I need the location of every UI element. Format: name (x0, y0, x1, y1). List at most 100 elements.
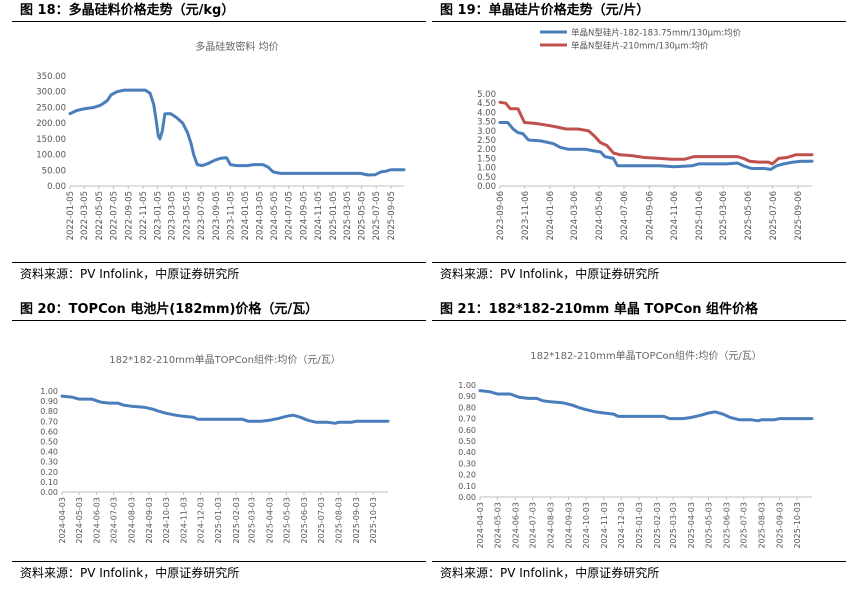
y-tick-label: 300.00 (36, 88, 66, 98)
legend-label: 单晶N型硅片-182-183.75mm/130μm:均价 (571, 28, 742, 39)
x-tick-label: 2025-01-06 (695, 191, 705, 240)
x-tick-label: 2022-07-05 (109, 191, 119, 240)
chart-title: 多晶硅致密料 均价 (195, 40, 278, 53)
x-tick-label: 2024-05-06 (595, 191, 605, 240)
y-tick-label: 0.90 (40, 397, 58, 406)
title-rule (432, 21, 846, 22)
x-tick-label: 2025-02-03 (232, 497, 241, 544)
x-tick-label: 2023-11-06 (521, 191, 531, 240)
x-tick-label: 2024-07-06 (620, 191, 630, 240)
series-line-0 (478, 389, 814, 423)
source-note: 资料来源：PV Infolink，中原证券研究所 (440, 566, 660, 580)
title-rule (432, 320, 846, 321)
y-tick-label: 0.60 (40, 427, 58, 436)
x-tick-label: 2022-09-05 (124, 191, 134, 240)
figure-title: 图 18：多晶硅料价格走势（元/kg） (20, 3, 235, 18)
x-tick-label: 2022-05-05 (95, 191, 105, 240)
series-line-1 (498, 100, 814, 166)
x-tick-label: 2024-07-03 (529, 502, 538, 549)
x-tick-label: 2024-01-06 (546, 191, 556, 240)
y-tick-label: 0.50 (40, 438, 58, 447)
topcon-cell-price-chart: 182*182-210mm单晶TOPCon组件:均价（元/瓦）1.000.900… (40, 353, 390, 544)
x-tick-label: 2024-03-05 (255, 191, 265, 240)
chart-title: 182*182-210mm单晶TOPCon组件:均价（元/瓦） (109, 353, 341, 366)
y-tick-label: 0.50 (458, 437, 476, 446)
x-tick-label: 2025-10-03 (369, 497, 378, 544)
x-tick-label: 2025-07-05 (372, 191, 382, 240)
y-tick-label: 0.40 (40, 448, 58, 457)
y-tick-label: 0.00 (47, 182, 66, 192)
y-tick-label: 0.80 (40, 407, 58, 416)
y-tick-label: 0.00 (458, 493, 476, 502)
y-tick-label: 4.00 (477, 108, 496, 118)
x-tick-label: 2025-06-03 (300, 497, 309, 544)
x-tick-label: 2025-03-03 (669, 502, 678, 549)
x-tick-label: 2025-05-03 (704, 502, 713, 549)
y-tick-label: 0.10 (458, 482, 476, 491)
y-tick-label: 1.00 (458, 381, 476, 390)
y-tick-label: 0.20 (458, 471, 476, 480)
y-tick-label: 2.50 (477, 136, 496, 146)
source-rule (432, 561, 846, 562)
topcon-module-price-chart: 182*182-210mm单晶TOPCon组件:均价（元/瓦） 1.00 0.90 0… (458, 349, 814, 549)
x-tick-label: 2025-01-03 (214, 497, 223, 544)
figure-panel-21: 图 21：182*182-210mm 单晶 TOPCon 组件价格 182*18… (432, 299, 846, 598)
x-tick-label: 2023-09-05 (212, 191, 222, 240)
title-rule (12, 21, 426, 22)
y-tick-label: 0.50 (477, 173, 496, 183)
y-tick-label: 1.00 (477, 164, 496, 174)
x-tick-label: 2024-12-03 (197, 497, 206, 544)
y-tick-label: 100.00 (36, 151, 66, 161)
x-tick-label: 2025-01-05 (329, 191, 339, 240)
x-tick-label: 2024-12-03 (617, 502, 626, 549)
x-tick-label: 2024-08-03 (127, 497, 136, 544)
x-tick-label: 2025-07-03 (740, 502, 749, 549)
x-tick-label: 2025-08-03 (758, 502, 767, 549)
x-tick-label: 2024-06-03 (511, 502, 520, 549)
x-tick-label: 2025-03-05 (343, 191, 353, 240)
x-tick-label: 2022-01-05 (66, 191, 76, 240)
source-note: 资料来源：PV Infolink，中原证券研究所 (20, 267, 240, 281)
y-tick-label: 200.00 (36, 119, 66, 129)
x-tick-label: 2025-09-06 (794, 191, 804, 240)
x-tick-label: 2024-04-03 (476, 502, 485, 549)
x-tick-label: 2022-03-05 (80, 191, 90, 240)
x-tick-label: 2023-05-05 (182, 191, 192, 240)
chart-title: 182*182-210mm单晶TOPCon组件:均价（元/瓦） (530, 349, 762, 362)
y-tick-label: 5.00 (477, 90, 496, 100)
x-tick-label: 2024-07-03 (110, 497, 119, 544)
x-tick-label: 2025-05-03 (282, 497, 291, 544)
figure-panel-20: 图 20：TOPCon 电池片(182mm)价格（元/瓦） 182*182-21… (12, 299, 426, 598)
x-tick-label: 2025-02-03 (653, 502, 662, 549)
x-tick-label: 2025-10-03 (793, 502, 802, 549)
x-tick-label: 2024-05-03 (75, 497, 84, 544)
y-tick-label: 0.30 (40, 458, 58, 467)
wafer-price-chart: 单晶N型硅片-182-183.75mm/130μm:均价单晶N型硅片-210mm… (477, 28, 814, 240)
x-tick-label: 2024-11-06 (670, 191, 680, 240)
y-tick-label: 0.00 (477, 182, 496, 192)
y-tick-label: 4.50 (477, 99, 496, 109)
series-line-0 (498, 121, 814, 171)
x-tick-label: 2024-01-05 (241, 191, 251, 240)
x-tick-label: 2025-05-06 (744, 191, 754, 240)
y-tick-label: 1.50 (477, 154, 496, 164)
source-rule (12, 262, 426, 263)
y-tick-label: 0.20 (40, 468, 58, 477)
x-tick-label: 2023-03-05 (168, 191, 178, 240)
source-note: 资料来源：PV Infolink，中原证券研究所 (20, 566, 240, 580)
x-tick-label: 2024-06-03 (93, 497, 102, 544)
x-tick-label: 2023-07-05 (197, 191, 207, 240)
x-tick-label: 2025-04-03 (687, 502, 696, 549)
x-tick-label: 2024-03-06 (570, 191, 580, 240)
y-tick-label: 0.70 (40, 417, 58, 426)
legend-label: 单晶N型硅片-210mm/130μm:均价 (571, 41, 709, 52)
y-tick-label: 50.00 (42, 166, 66, 176)
y-tick-label: 250.00 (36, 103, 66, 113)
x-tick-label: 2024-09-06 (645, 191, 655, 240)
y-tick-label: 350.00 (36, 72, 66, 82)
x-tick-label: 2025-06-03 (722, 502, 731, 549)
x-tick-label: 2025-03-03 (248, 497, 257, 544)
x-tick-label: 2025-09-03 (776, 502, 785, 549)
y-tick-label: 0.90 (458, 392, 476, 401)
x-tick-label: 2025-08-03 (335, 497, 344, 544)
